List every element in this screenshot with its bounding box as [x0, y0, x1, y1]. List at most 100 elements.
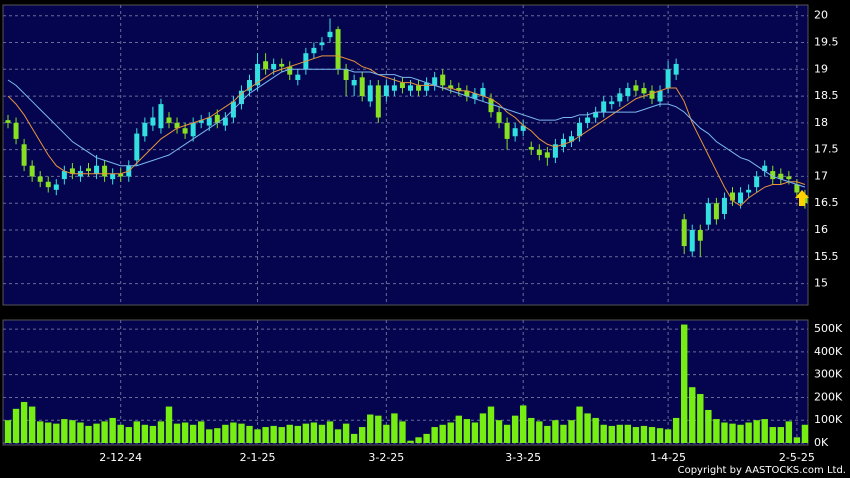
volume-bar	[745, 422, 752, 443]
candle-body	[633, 85, 639, 91]
volume-bar	[342, 423, 350, 443]
volume-bar	[270, 425, 277, 443]
candle-body	[255, 63, 261, 86]
candle-body	[552, 144, 558, 158]
volume-bar	[713, 419, 720, 443]
volume-bar	[61, 419, 68, 443]
candle-body	[311, 47, 317, 54]
volume-bar	[246, 425, 253, 443]
candle-body	[681, 219, 687, 247]
volume-bar	[302, 423, 310, 443]
x-tick-label: 2-1-25	[240, 451, 276, 464]
y-tick-label: 15	[814, 277, 828, 290]
volume-bar	[495, 420, 503, 443]
volume-bar	[149, 425, 157, 443]
volume-bar	[181, 422, 189, 443]
candle-body	[110, 173, 116, 180]
volume-bar	[761, 419, 768, 443]
y-tick-label: 20	[814, 9, 828, 22]
candle-body	[504, 122, 510, 139]
candle-body	[488, 98, 494, 113]
candle-body	[158, 104, 164, 129]
volume-bar	[189, 424, 197, 443]
volume-bar	[632, 427, 640, 443]
candle-body	[786, 176, 792, 180]
moving-average	[7, 55, 806, 207]
candle-body	[134, 133, 140, 161]
candle-body	[86, 168, 91, 172]
candle-body	[13, 122, 19, 139]
candle-body	[577, 122, 583, 137]
volume-bar	[117, 424, 124, 443]
volume-bar	[141, 424, 149, 443]
candle-body	[142, 122, 148, 137]
volume-bar	[503, 424, 511, 443]
candle-body	[424, 82, 430, 91]
volume-bar	[4, 420, 12, 443]
candle-body	[657, 90, 663, 102]
volume-bar	[487, 406, 495, 443]
y-tick-label: 18	[814, 116, 828, 129]
volume-bar	[592, 417, 599, 443]
candle-body	[351, 80, 357, 86]
candle-body	[569, 136, 574, 142]
y-tick-label: 17.5	[814, 143, 839, 156]
y-tick-label: 300K	[814, 368, 843, 381]
candle-body	[496, 112, 502, 123]
candle-body	[383, 85, 389, 97]
candle-body	[391, 85, 397, 91]
candle-body	[464, 90, 470, 97]
volume-bar	[560, 424, 567, 443]
candle-body	[271, 63, 277, 70]
candle-body	[721, 197, 727, 214]
copyright: Copyright by AASTOCKS.com Ltd.	[678, 465, 846, 476]
volume-bar	[431, 427, 438, 443]
candle-body	[625, 88, 631, 97]
volume-bar	[729, 423, 736, 443]
candle-body	[689, 230, 695, 252]
candle-body	[5, 120, 11, 123]
volume-bar	[359, 427, 366, 443]
candle-body	[37, 176, 43, 182]
candle-body	[319, 42, 325, 46]
candle-body	[295, 74, 301, 80]
candle-body	[730, 192, 735, 201]
volume-bar	[318, 424, 326, 443]
volume-bar	[520, 405, 527, 443]
candle-body	[754, 176, 760, 188]
volume-bar	[689, 387, 696, 443]
candle-body	[673, 63, 679, 75]
candle-body	[118, 173, 124, 177]
y-tick-label: 17	[814, 169, 828, 182]
candle-body	[794, 184, 800, 193]
volume-bar	[77, 422, 84, 443]
volume-bar	[375, 415, 382, 443]
volume-bar	[447, 422, 454, 443]
marks: 1515.51616.51717.51818.51919.5200K100K20…	[3, 5, 843, 464]
volume-bar	[407, 440, 414, 443]
volume-bar	[769, 427, 776, 443]
candle-body	[190, 122, 196, 137]
y-tick-label: 16.5	[814, 196, 839, 209]
volume-bar	[133, 421, 140, 443]
volume-bar	[672, 417, 680, 443]
volume-bar	[12, 408, 20, 443]
volume-bar	[584, 413, 591, 443]
volume-bar	[439, 424, 446, 443]
volume-bar	[705, 409, 712, 443]
volume-bar	[471, 422, 479, 443]
y-tick-label: 16	[814, 223, 828, 236]
volume-bar	[793, 437, 801, 443]
volume-bar	[230, 422, 237, 443]
candle-body	[585, 117, 591, 123]
volume-bar	[600, 424, 607, 443]
candle-body	[746, 189, 752, 193]
volume-bar	[165, 406, 173, 443]
volume-bar	[656, 428, 664, 443]
candle-body	[287, 66, 293, 75]
volume-bar	[37, 421, 44, 443]
candle-body	[408, 85, 413, 91]
volume-bar	[423, 433, 430, 443]
y-tick-label: 100K	[814, 413, 843, 426]
volume-bar	[544, 425, 551, 443]
